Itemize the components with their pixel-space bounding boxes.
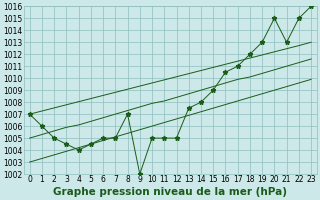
X-axis label: Graphe pression niveau de la mer (hPa): Graphe pression niveau de la mer (hPa) bbox=[53, 187, 287, 197]
